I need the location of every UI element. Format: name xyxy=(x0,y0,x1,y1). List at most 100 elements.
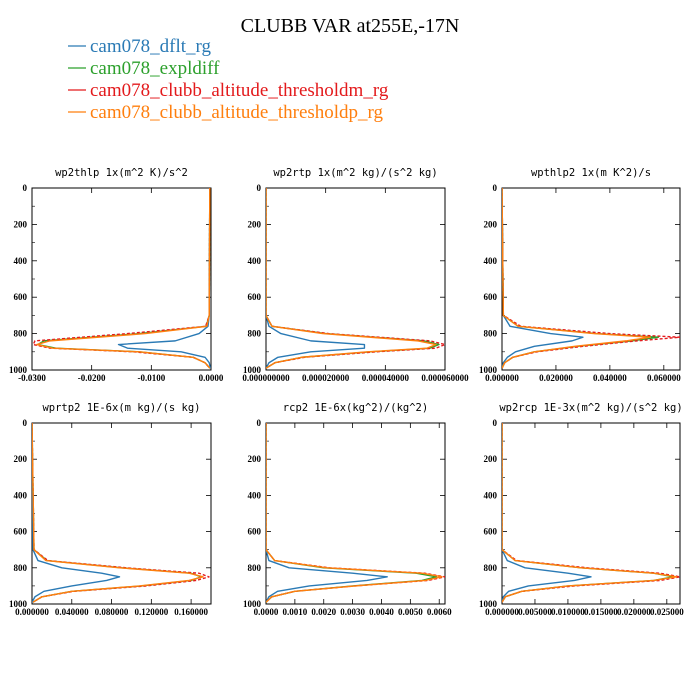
x-tick-label: 0.040000 xyxy=(55,607,89,617)
series-line xyxy=(502,423,678,603)
y-tick-label: 200 xyxy=(484,454,498,464)
legend: cam078_dflt_rgcam078_expldiffcam078_club… xyxy=(68,36,389,123)
series-line xyxy=(266,423,443,603)
x-tick-label: 0.040000 xyxy=(593,373,627,383)
plot-frame xyxy=(265,187,446,371)
chart-panel: rcp2 1E-6x(kg^2)/(kg^2) 0 200 400 600 800 1000… xyxy=(243,402,452,617)
x-tick-label: 0.0040 xyxy=(369,607,394,617)
y-tick-label: 800 xyxy=(484,563,498,573)
y-tick-label: 400 xyxy=(248,490,262,500)
y-tick-label: 800 xyxy=(484,329,498,339)
x-tick-label: 0.025000 xyxy=(650,607,684,617)
y-tick-label: 400 xyxy=(484,490,498,500)
y-tick-label: 0 xyxy=(493,418,498,428)
series-line xyxy=(266,188,437,369)
series-line xyxy=(266,423,438,603)
x-tick-label: -0.0200 xyxy=(78,373,106,383)
x-tick-label: 0.020000 xyxy=(617,607,651,617)
y-tick-label: 600 xyxy=(484,292,498,302)
series-line xyxy=(502,188,584,369)
y-tick-label: 0 xyxy=(257,183,262,193)
x-tick-label: 0.0010 xyxy=(282,607,307,617)
x-tick-label: 0.000060000 xyxy=(421,373,469,383)
x-tick-label: 0.060000 xyxy=(647,373,681,383)
chart-panel: wprtp2 1E-6x(m kg)/(s kg) 0 200 400 600 800 10… xyxy=(9,402,212,617)
panel-title: rcp2 1E-6x(kg^2)/(kg^2) xyxy=(283,402,428,414)
x-tick-label: 0.000000000 xyxy=(242,373,290,383)
y-tick-label: 200 xyxy=(248,454,262,464)
series-line xyxy=(502,423,592,603)
y-tick-label: 800 xyxy=(14,329,28,339)
plot-frame xyxy=(31,422,212,605)
legend-label: cam078_dflt_rg xyxy=(90,36,212,57)
legend-label: cam078_clubb_altitude_thresholdm_rg xyxy=(90,80,389,101)
y-tick-label: 0 xyxy=(23,418,28,428)
series-line xyxy=(32,423,121,603)
chart-panel: wpthlp2 1x(m K^2)/s 0 200 400 600 800 10000.00… xyxy=(479,167,681,383)
series-line xyxy=(32,423,204,603)
x-tick-label: 0.000000 xyxy=(485,607,519,617)
series-line xyxy=(117,188,211,369)
y-tick-label: 400 xyxy=(14,256,28,266)
x-tick-label: 0.000000 xyxy=(485,373,519,383)
x-tick-label: 0.120000 xyxy=(134,607,168,617)
chart-panel: wp2rcp 1E-3x(m^2 kg)/(s^2 kg)0 200 400 600 8… xyxy=(479,402,684,617)
chart-panel: wp2rtp 1x(m^2 kg)/(s^2 kg) 0 200 400 600 800 1… xyxy=(242,167,469,383)
panel-title: wpthlp2 1x(m K^2)/s xyxy=(531,167,651,179)
x-tick-label: -0.0100 xyxy=(137,373,165,383)
y-tick-label: 200 xyxy=(248,219,262,229)
panel-title: wp2rtp 1x(m^2 kg)/(s^2 kg) xyxy=(273,167,437,179)
series-line xyxy=(36,188,211,369)
series-line xyxy=(32,423,210,603)
y-tick-label: 200 xyxy=(14,219,28,229)
x-tick-label: 0.0030 xyxy=(340,607,365,617)
series-line xyxy=(32,188,211,369)
x-tick-label: 0.0050 xyxy=(398,607,423,617)
y-tick-label: 1000 xyxy=(9,365,28,375)
figure-title: CLUBB VAR at255E,-17N xyxy=(241,15,460,37)
x-tick-label: -0.0300 xyxy=(18,373,46,383)
x-tick-label: 0.160000 xyxy=(174,607,208,617)
y-tick-label: 200 xyxy=(484,219,498,229)
y-tick-label: 1000 xyxy=(9,599,28,609)
series-line xyxy=(502,188,652,369)
x-tick-label: 0.000040000 xyxy=(362,373,410,383)
x-tick-label: 0.020000 xyxy=(539,373,573,383)
x-tick-label: 0.015000 xyxy=(584,607,618,617)
series-line xyxy=(37,188,211,369)
y-tick-label: 0 xyxy=(257,418,262,428)
y-tick-label: 0 xyxy=(493,183,498,193)
y-tick-label: 400 xyxy=(248,256,262,266)
y-tick-label: 400 xyxy=(14,490,28,500)
y-tick-label: 400 xyxy=(484,256,498,266)
legend-label: cam078_expldiff xyxy=(90,58,220,79)
series-line xyxy=(502,188,680,369)
chart-panels: wp2thlp 1x(m^2 K)/s^202004006008001000-0… xyxy=(9,167,684,617)
panel-title: wprtp2 1E-6x(m kg)/(s kg) xyxy=(42,402,200,414)
series-line xyxy=(266,188,366,369)
series-line xyxy=(502,423,680,603)
x-tick-label: 0.005000 xyxy=(518,607,552,617)
panel-title: wp2rcp 1E-3x(m^2 kg)/(s^2 kg) xyxy=(499,402,682,414)
x-tick-label: 0.080000 xyxy=(95,607,129,617)
x-tick-label: 0.0020 xyxy=(311,607,336,617)
chart-panel: wp2thlp 1x(m^2 K)/s^202004006008001000-0… xyxy=(9,167,224,383)
legend-label: cam078_clubb_altitude_thresholdp_rg xyxy=(90,102,384,123)
series-line xyxy=(502,423,675,603)
y-tick-label: 200 xyxy=(14,454,28,464)
series-line xyxy=(266,423,388,603)
x-tick-label: 0.000000 xyxy=(15,607,49,617)
x-tick-label: 0.0060 xyxy=(427,607,452,617)
y-tick-label: 800 xyxy=(248,329,262,339)
y-tick-label: 600 xyxy=(14,527,28,537)
y-tick-label: 1000 xyxy=(243,365,262,375)
y-tick-label: 600 xyxy=(248,527,262,537)
y-tick-label: 800 xyxy=(14,563,28,573)
plot-frame xyxy=(265,422,446,605)
y-tick-label: 800 xyxy=(248,563,262,573)
plot-frame xyxy=(501,187,681,371)
panel-title: wp2thlp 1x(m^2 K)/s^2 xyxy=(55,167,188,179)
y-tick-label: 0 xyxy=(23,183,28,193)
x-tick-label: 0.010000 xyxy=(551,607,585,617)
